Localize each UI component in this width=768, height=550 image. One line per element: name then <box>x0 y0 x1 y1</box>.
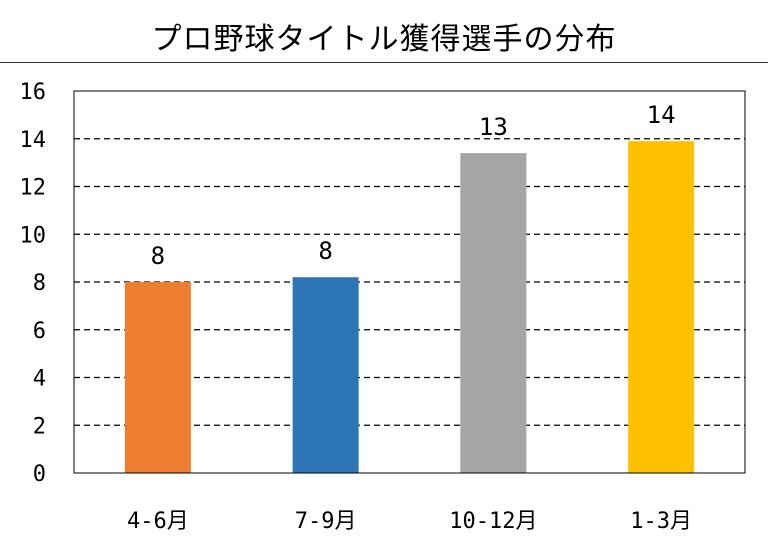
y-tick-label: 14 <box>20 128 47 153</box>
y-tick-label: 2 <box>33 414 46 439</box>
y-tick-label: 8 <box>33 271 46 296</box>
chart-title: プロ野球タイトル獲得選手の分布 <box>151 22 617 57</box>
y-tick-label: 16 <box>20 80 47 105</box>
x-category-label: 7-9月 <box>295 509 357 534</box>
bar <box>460 153 527 473</box>
y-tick-label: 10 <box>20 223 47 248</box>
data-label: 8 <box>318 237 332 265</box>
bar <box>292 277 359 473</box>
y-tick-label: 6 <box>33 319 46 344</box>
data-label: 14 <box>647 101 676 129</box>
data-label: 8 <box>151 242 165 270</box>
data-label: 13 <box>479 113 508 141</box>
x-category-label: 10-12月 <box>449 509 537 534</box>
bars <box>124 141 695 473</box>
y-tick-label: 4 <box>33 367 46 392</box>
bar <box>124 282 191 473</box>
plot-area <box>73 90 746 474</box>
y-axis-tick-labels: 0 2 4 6 8 10 12 14 16 <box>20 80 47 487</box>
y-tick-label: 12 <box>20 176 47 201</box>
data-labels: 8 8 13 14 <box>151 101 676 270</box>
title-divider <box>0 62 768 63</box>
y-tick-label: 0 <box>33 462 46 487</box>
x-axis-category-labels: 4-6月 7-9月 10-12月 1-3月 <box>127 509 692 534</box>
x-category-label: 4-6月 <box>127 509 189 534</box>
x-category-label: 1-3月 <box>630 509 692 534</box>
bar <box>628 141 695 473</box>
